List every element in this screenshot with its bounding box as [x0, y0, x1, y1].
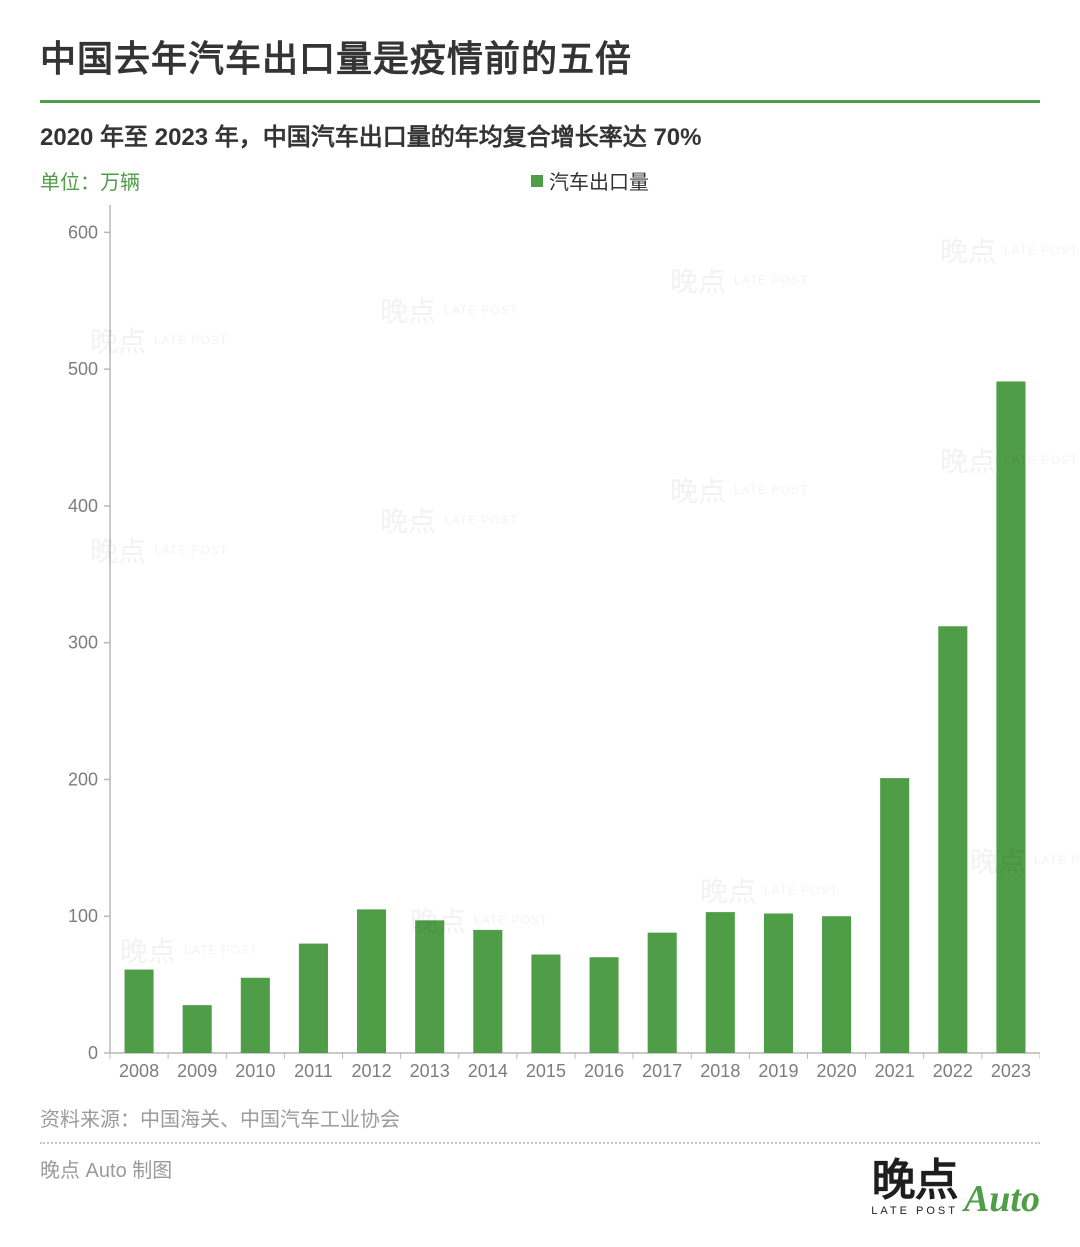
- svg-text:2019: 2019: [758, 1061, 798, 1081]
- brand-auto-text: Auto: [964, 1177, 1040, 1221]
- svg-text:2013: 2013: [410, 1061, 450, 1081]
- legend-swatch: [531, 175, 543, 187]
- svg-text:400: 400: [68, 496, 98, 516]
- svg-text:300: 300: [68, 633, 98, 653]
- unit-label: 单位：万辆: [40, 166, 140, 195]
- svg-text:2021: 2021: [875, 1061, 915, 1081]
- svg-text:2012: 2012: [352, 1061, 392, 1081]
- legend-label: 汽车出口量: [549, 166, 649, 195]
- svg-text:100: 100: [68, 906, 98, 926]
- chart-area: 0 100 200 300 400 500 600 2008 2009 2010 2011 2012 2…: [40, 205, 1040, 1085]
- brand-main-text: 晚点: [872, 1159, 958, 1203]
- svg-text:2010: 2010: [235, 1061, 275, 1081]
- svg-text:200: 200: [68, 769, 98, 789]
- svg-text:2023: 2023: [991, 1061, 1031, 1081]
- meta-row: 单位：万辆 汽车出口量: [40, 166, 1040, 195]
- chart-title: 中国去年汽车出口量是疫情前的五倍: [40, 30, 1040, 82]
- source-label: 资料来源：中国海关、中国汽车工业协会: [40, 1103, 1040, 1132]
- title-underline: [40, 100, 1040, 103]
- svg-text:2022: 2022: [933, 1061, 973, 1081]
- brand-left: 晚点 LATE POST: [871, 1159, 958, 1217]
- brand-sub-text: LATE POST: [871, 1205, 958, 1217]
- svg-text:2018: 2018: [700, 1061, 740, 1081]
- svg-text:0: 0: [88, 1043, 98, 1063]
- chart-container: 中国去年汽车出口量是疫情前的五倍 2020 年至 2023 年，中国汽车出口量的…: [0, 0, 1080, 1247]
- svg-text:2016: 2016: [584, 1061, 624, 1081]
- bar-chart-svg: 0 100 200 300 400 500 600 2008 2009 2010 2011 2012 2…: [40, 205, 1040, 1085]
- svg-text:2017: 2017: [642, 1061, 682, 1081]
- brand-logo: 晚点 LATE POST Auto: [871, 1159, 1040, 1217]
- svg-text:600: 600: [68, 222, 98, 242]
- svg-text:500: 500: [68, 359, 98, 379]
- svg-text:2014: 2014: [468, 1061, 508, 1081]
- svg-text:2015: 2015: [526, 1061, 566, 1081]
- svg-text:2009: 2009: [177, 1061, 217, 1081]
- legend: 汽车出口量: [140, 166, 1040, 195]
- svg-text:2011: 2011: [294, 1061, 333, 1081]
- svg-text:2020: 2020: [817, 1061, 857, 1081]
- dotted-divider: [40, 1142, 1040, 1144]
- svg-text:2008: 2008: [119, 1061, 159, 1081]
- chart-subtitle: 2020 年至 2023 年，中国汽车出口量的年均复合增长率达 70%: [40, 117, 1040, 152]
